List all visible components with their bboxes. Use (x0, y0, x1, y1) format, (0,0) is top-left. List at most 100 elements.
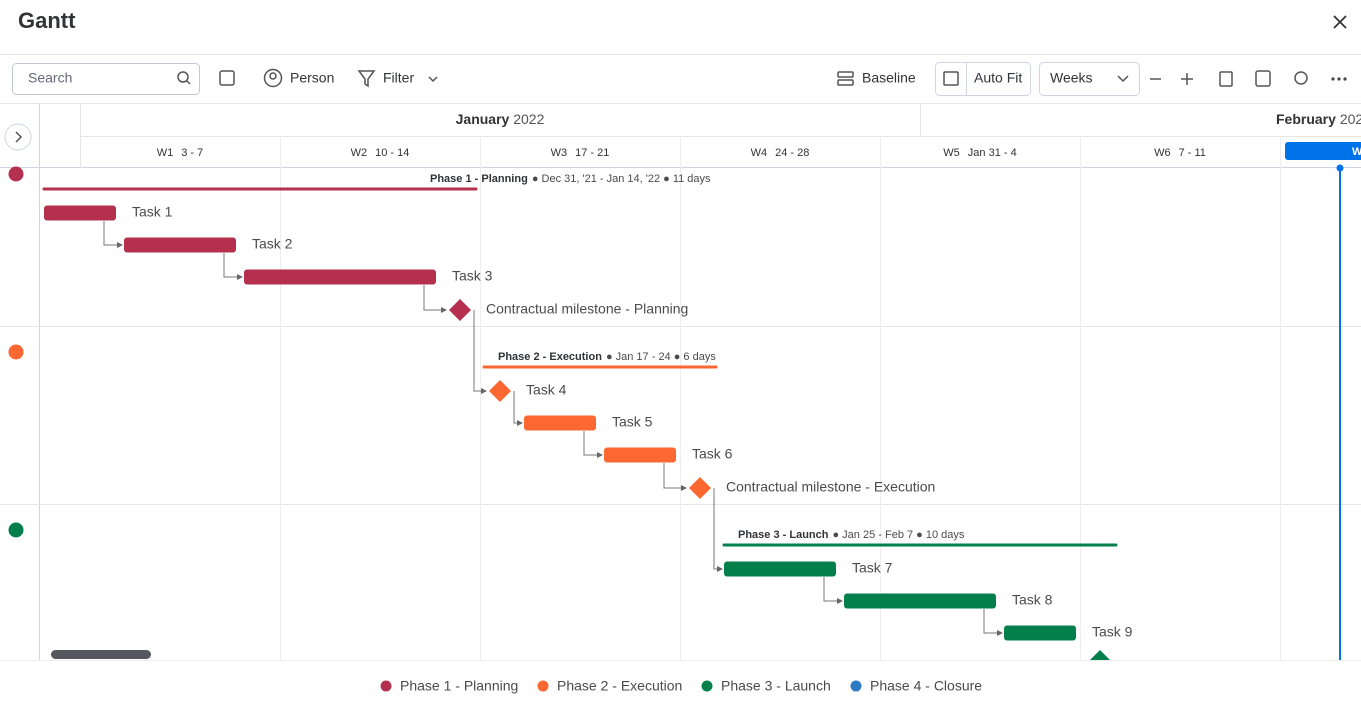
dependency-arrow (983, 609, 1003, 636)
task-bar (124, 237, 236, 253)
export-icon[interactable] (1219, 71, 1233, 87)
week-label: W5 Jan 31 - 4 (943, 147, 1016, 159)
week-range: 24 - 28 (775, 147, 809, 159)
legend-label: Phase 1 - Planning (400, 678, 518, 694)
milestone (689, 477, 711, 499)
month-name: February (1276, 111, 1336, 127)
week-range: 7 - 11 (1179, 147, 1206, 159)
dependency-arrow (713, 488, 723, 572)
week-range: 3 - 7 (181, 147, 203, 159)
task-bar (1004, 625, 1076, 641)
dependency-arrow (423, 285, 447, 313)
dependency-arrow (823, 577, 843, 604)
dependency-arrow (583, 431, 603, 458)
month-name: January (456, 111, 510, 127)
phase-name: Phase 2 - Execution (498, 351, 602, 363)
legend-label: Phase 4 - Closure (870, 678, 982, 694)
auto-fit-button[interactable]: Auto Fit (935, 62, 1031, 96)
week-number: W5 (943, 147, 960, 159)
task-label: Task 6 (692, 446, 733, 462)
scrollbar[interactable] (51, 650, 151, 659)
phase-name: Phase 3 - Launch (738, 529, 829, 541)
today-label: W (1352, 146, 1361, 158)
phase-dot (8, 166, 24, 182)
week-range: 10 - 14 (375, 147, 409, 159)
task-label: Task 5 (612, 414, 653, 430)
month-label: February 2022 (1276, 111, 1361, 127)
filter-label: Filter (383, 70, 414, 86)
week-number: W2 (351, 147, 368, 159)
dependency-arrow (513, 391, 523, 426)
task-label: Task 4 (526, 382, 567, 398)
milestone (489, 380, 511, 402)
auto-fit-label: Auto Fit (974, 70, 1022, 86)
person-label: Person (290, 70, 334, 86)
task-label: Contractual milestone - Planning (486, 301, 688, 317)
week-range: 17 - 21 (575, 147, 609, 159)
month-year: 2022 (513, 111, 544, 127)
week-number: W1 (157, 147, 174, 159)
zoom-in[interactable] (1181, 73, 1193, 85)
legend-label: Phase 2 - Execution (557, 678, 682, 694)
phase-dot (8, 522, 24, 538)
phase-label: Phase 2 - Execution ● Jan 17 - 24 ● 6 day… (498, 351, 716, 363)
task-bar (724, 561, 836, 577)
legend-dot (537, 680, 549, 692)
task-label: Contractual milestone - Execution (726, 479, 935, 495)
week-label: W6 7 - 11 (1154, 147, 1206, 159)
legend-dot (701, 680, 713, 692)
phase-name: Phase 1 - Planning (430, 173, 528, 185)
legend-dot (850, 680, 862, 692)
layout-icon[interactable] (1255, 70, 1271, 87)
task-bar (604, 447, 676, 463)
task-bar (244, 269, 436, 285)
week-number: W4 (751, 147, 768, 159)
task-bar (44, 205, 116, 221)
filter-button[interactable]: Filter (357, 70, 438, 88)
week-label: W1 3 - 7 (157, 147, 204, 159)
milestone (449, 299, 471, 321)
phase-dot (8, 344, 24, 360)
view-dropdown[interactable]: Weeks (1039, 62, 1140, 96)
task-bar (844, 593, 996, 609)
week-label: W4 24 - 28 (751, 147, 810, 159)
dependency-arrow (663, 463, 687, 491)
week-label: W2 10 - 14 (351, 147, 410, 159)
phase-details: ● Dec 31, '21 - Jan 14, '22 ● 11 days (532, 173, 711, 185)
person-button[interactable]: Person (263, 68, 335, 88)
task-label: Task 9 (1092, 624, 1133, 640)
baseline-label: Baseline (862, 70, 916, 86)
phase-label: Phase 3 - Launch ● Jan 25 - Feb 7 ● 10 da… (738, 529, 965, 541)
expand-button[interactable] (4, 123, 32, 151)
search-placeholder: Search (28, 70, 72, 86)
legend-dot (380, 680, 392, 692)
more-icon[interactable] (1331, 77, 1347, 81)
task-label: Task 7 (852, 560, 893, 576)
month-year: 2022 (1340, 111, 1361, 127)
today-chip (1285, 142, 1361, 160)
legend-label: Phase 3 - Launch (721, 678, 831, 694)
task-bar (524, 415, 596, 431)
phase-label: Phase 1 - Planning ● Dec 31, '21 - Jan 14… (430, 173, 711, 185)
phase-details: ● Jan 17 - 24 ● 6 days (606, 351, 716, 363)
task-label: Task 3 (452, 268, 493, 284)
search-box[interactable]: Search (12, 63, 200, 95)
baseline-button[interactable]: Baseline (837, 70, 916, 86)
close-button[interactable] (1333, 15, 1347, 29)
dependency-arrow (473, 310, 487, 394)
task-label: Task 8 (1012, 592, 1053, 608)
task-label: Task 2 (252, 236, 293, 252)
week-label: W3 17 - 21 (551, 147, 610, 159)
save-icon[interactable] (219, 70, 235, 86)
phase-details: ● Jan 25 - Feb 7 ● 10 days (832, 529, 964, 541)
title: Gantt (18, 8, 76, 33)
task-label: Task 1 (132, 204, 173, 220)
month-label: January 2022 (456, 111, 545, 127)
settings-icon[interactable] (1294, 71, 1308, 85)
week-number: W3 (551, 147, 568, 159)
week-range: Jan 31 - 4 (968, 147, 1017, 159)
dependency-arrow (223, 253, 243, 280)
view-label: Weeks (1050, 70, 1093, 86)
week-number: W6 (1154, 147, 1171, 159)
